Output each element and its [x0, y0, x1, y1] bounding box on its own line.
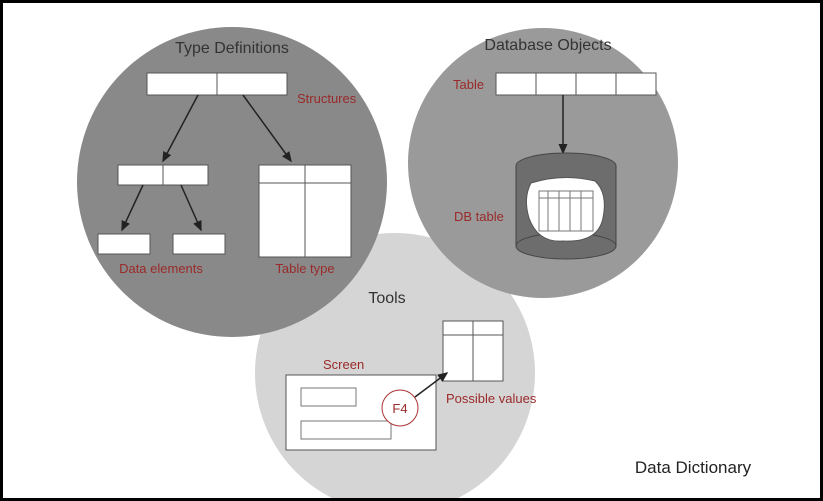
data-element-box-2 [173, 234, 225, 254]
possible-values-label: Possible values [446, 391, 537, 406]
tools-title: Tools [368, 290, 405, 307]
db-cylinder [516, 153, 616, 259]
db-table-label: DB table [454, 209, 504, 224]
data-element-box-1 [98, 234, 150, 254]
dbobj-title: Database Objects [484, 37, 611, 54]
mid-struct-shape [118, 165, 208, 185]
structures-label: Structures [297, 91, 357, 106]
structures-shape [147, 73, 287, 95]
screen-label: Screen [323, 357, 364, 372]
footer-title: Data Dictionary [635, 458, 752, 477]
table-label: Table [453, 77, 484, 92]
table-row-shape [496, 73, 656, 95]
typedef-title: Type Definitions [175, 40, 289, 57]
table-type-shape [259, 165, 351, 257]
possible-values-shape [443, 321, 503, 381]
f4-label: F4 [392, 401, 407, 416]
diagram-svg: Type Definitions Structures Data element… [3, 3, 820, 498]
table-type-label: Table type [275, 261, 334, 276]
diagram-frame: Type Definitions Structures Data element… [0, 0, 823, 501]
data-elements-label: Data elements [119, 261, 203, 276]
